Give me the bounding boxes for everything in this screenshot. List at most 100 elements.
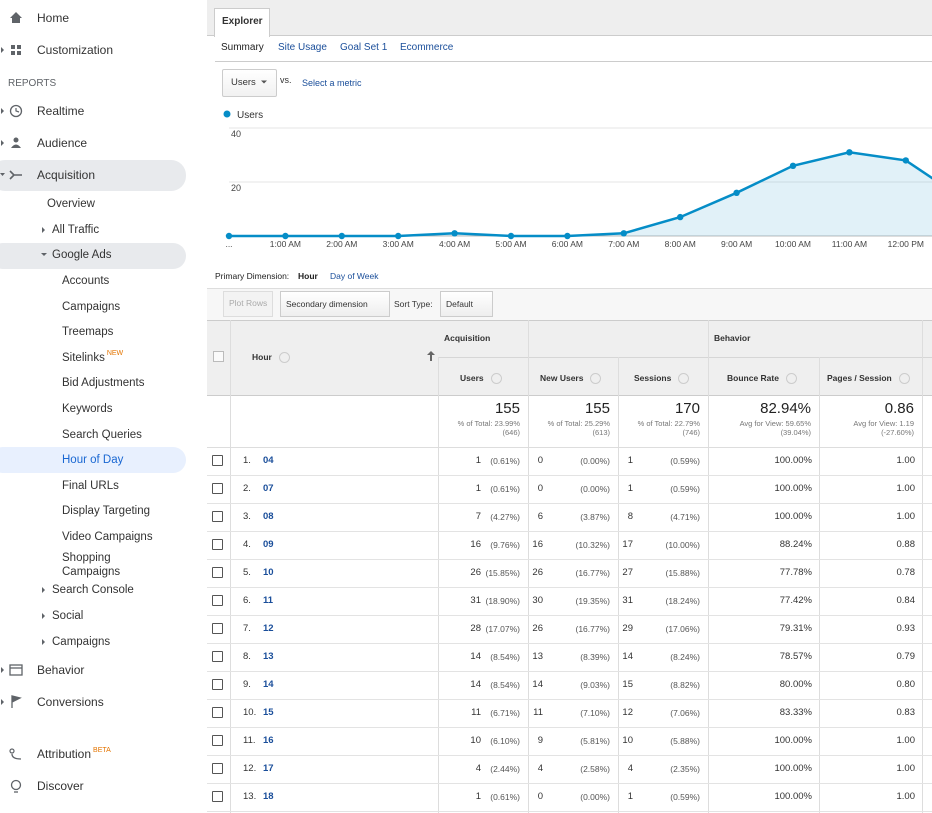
cell-percent: (0.00%): [580, 792, 610, 802]
row-checkbox[interactable]: [212, 679, 223, 690]
nav-item[interactable]: Final URLs: [62, 480, 119, 492]
nav-item[interactable]: Accounts: [62, 275, 110, 287]
nav-item[interactable]: Search Queries: [62, 429, 142, 441]
row-hour[interactable]: 18: [263, 791, 274, 802]
row-hour[interactable]: 17: [263, 763, 274, 774]
nav-item[interactable]: Conversions: [37, 695, 104, 709]
row-checkbox[interactable]: [212, 567, 223, 578]
icon-square: [17, 51, 21, 55]
nav-item[interactable]: Discover: [37, 779, 84, 793]
nav-icon: [9, 170, 22, 180]
row-checkbox[interactable]: [212, 651, 223, 662]
column-header[interactable]: Pages / Session: [827, 373, 892, 383]
cell-value: 31: [470, 595, 481, 606]
row-border: [207, 755, 932, 756]
cell-value: 100.00%: [774, 791, 812, 802]
data-point: [338, 232, 345, 240]
metric-dropdown[interactable]: [222, 69, 277, 97]
total-value: 82.94%: [760, 400, 811, 417]
cell-value: 28: [470, 623, 481, 634]
subtab[interactable]: Ecommerce: [400, 42, 454, 53]
plot-rows-button[interactable]: [223, 291, 273, 317]
row-checkbox[interactable]: [212, 595, 223, 606]
nav-item[interactable]: Bid Adjustments: [62, 377, 145, 389]
nav-caret: [1, 108, 4, 114]
row-hour[interactable]: 04: [263, 455, 274, 466]
line-chart: Users 20 40... 1:00 AM 2:00 AM 3:00 AM 4:00 AM…: [223, 110, 932, 249]
row-hour[interactable]: 08: [263, 511, 274, 522]
row-checkbox[interactable]: [212, 511, 223, 522]
row-index: 13.: [243, 791, 257, 802]
row-checkbox[interactable]: [212, 707, 223, 718]
row-hour[interactable]: 13: [263, 651, 274, 662]
row-hour[interactable]: 16: [263, 735, 274, 746]
nav-item[interactable]: Attribution BETA: [37, 747, 111, 761]
dimension-link[interactable]: Day of Week: [330, 271, 379, 281]
nav-item[interactable]: Hour of Day: [62, 454, 124, 466]
nav-item[interactable]: Display Targeting: [62, 505, 151, 517]
column-header[interactable]: New Users: [540, 373, 584, 383]
row-checkbox[interactable]: [212, 735, 223, 746]
nav-item[interactable]: Social: [52, 610, 84, 622]
sort-button[interactable]: [440, 291, 493, 317]
data-point: [451, 230, 458, 237]
cell-value: 26: [532, 567, 543, 578]
nav-item[interactable]: Customization: [37, 43, 114, 57]
nav-item[interactable]: Search Console: [52, 584, 134, 596]
row-checkbox[interactable]: [212, 791, 223, 802]
row-hour[interactable]: 07: [263, 483, 274, 494]
cell-value: 100.00%: [774, 735, 812, 746]
nav-item[interactable]: Video Campaigns: [62, 531, 153, 543]
row-hour[interactable]: 10: [263, 567, 274, 578]
secondary-button[interactable]: [280, 291, 390, 317]
cell-percent: (18.90%): [485, 596, 521, 606]
column-header[interactable]: Users: [460, 373, 484, 383]
row-hour[interactable]: 11: [263, 595, 274, 606]
nav-item[interactable]: Campaigns: [62, 301, 121, 313]
cell-value: 1.00: [896, 791, 916, 802]
nav-item[interactable]: Google Ads: [52, 249, 112, 261]
row-index: 9.: [243, 679, 251, 690]
row-hour[interactable]: 14: [263, 679, 274, 690]
explorer-tab[interactable]: [214, 8, 270, 37]
column-header[interactable]: Hour: [252, 352, 272, 362]
row-hour[interactable]: 12: [263, 623, 274, 634]
nav-item[interactable]: Shopping Campaigns: [62, 552, 121, 578]
nav-item[interactable]: Audience: [37, 136, 88, 150]
row-checkbox[interactable]: [212, 483, 223, 494]
arrow-up: [427, 351, 435, 361]
subtab[interactable]: Goal Set 1: [340, 42, 388, 53]
column-header[interactable]: Bounce Rate: [727, 373, 779, 383]
cell-value: 0.83: [896, 707, 916, 718]
nav-item[interactable]: Acquisition: [37, 168, 96, 182]
nav-highlight: [0, 243, 186, 269]
row-checkbox[interactable]: [212, 455, 223, 466]
icon-flag: [11, 695, 22, 708]
nav-item[interactable]: Sitelinks NEW: [62, 350, 124, 364]
column-header[interactable]: Sessions: [634, 373, 672, 383]
select-metric[interactable]: Select a metric: [302, 78, 362, 88]
row-hour[interactable]: 09: [263, 539, 274, 550]
help-icon: [786, 373, 797, 384]
cell-value: 14: [532, 679, 543, 690]
subtab[interactable]: Summary: [221, 42, 264, 53]
nav-item[interactable]: All Traffic: [52, 224, 100, 236]
row-checkbox[interactable]: [212, 763, 223, 774]
nav-item[interactable]: Campaigns: [52, 636, 111, 648]
nav-item[interactable]: Behavior: [37, 663, 85, 677]
row-checkbox[interactable]: [212, 539, 223, 550]
nav-item[interactable]: Overview: [47, 198, 95, 210]
row-hour[interactable]: 15: [263, 707, 274, 718]
column-divider: [922, 320, 923, 813]
row-index: 11.: [243, 735, 256, 746]
subtab[interactable]: Site Usage: [278, 42, 327, 53]
nav-item[interactable]: Keywords: [62, 403, 113, 415]
x-tick-label: 9:00 AM: [721, 239, 752, 249]
nav-item[interactable]: Treemaps: [62, 326, 114, 338]
nav-icon: [9, 748, 22, 760]
nav-item[interactable]: Realtime: [37, 104, 85, 118]
row-checkbox[interactable]: [212, 623, 223, 634]
header-checkbox[interactable]: [213, 351, 224, 362]
nav-item[interactable]: Home: [37, 11, 70, 25]
